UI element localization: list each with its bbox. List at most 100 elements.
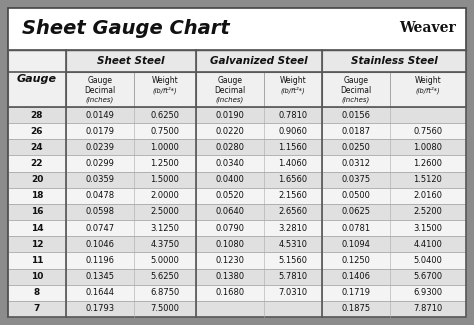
Bar [196, 204, 322, 220]
Text: 0.0359: 0.0359 [85, 175, 115, 184]
Text: Sheet Gauge Chart: Sheet Gauge Chart [22, 19, 230, 38]
Bar [8, 253, 66, 268]
Text: 4.5310: 4.5310 [279, 240, 308, 249]
Text: 0.1719: 0.1719 [341, 288, 371, 297]
Bar [8, 50, 466, 317]
Text: (lb/ft²*): (lb/ft²*) [153, 86, 177, 94]
Bar [66, 50, 196, 72]
Bar [66, 123, 196, 139]
Text: 18: 18 [31, 191, 43, 200]
Bar [8, 285, 66, 301]
Text: 0.0312: 0.0312 [341, 159, 371, 168]
Text: 1.4060: 1.4060 [279, 159, 308, 168]
Text: 0.0478: 0.0478 [85, 191, 115, 200]
Bar [66, 72, 196, 107]
Text: 0.1875: 0.1875 [341, 305, 371, 313]
Text: Gauge: Gauge [17, 73, 57, 84]
Bar [322, 236, 466, 253]
Text: 0.0340: 0.0340 [216, 159, 245, 168]
Text: 5.0000: 5.0000 [151, 256, 180, 265]
Text: 0.7560: 0.7560 [413, 127, 443, 136]
Text: 20: 20 [31, 175, 43, 184]
Bar [322, 107, 466, 123]
Text: 3.2810: 3.2810 [278, 224, 308, 233]
Text: 0.0747: 0.0747 [85, 224, 115, 233]
Text: 0.0625: 0.0625 [341, 207, 371, 216]
Text: 1.2600: 1.2600 [413, 159, 443, 168]
Bar [8, 155, 66, 172]
Text: 0.0179: 0.0179 [85, 127, 115, 136]
Bar [322, 123, 466, 139]
Text: Decimal: Decimal [340, 86, 372, 95]
Bar [66, 253, 196, 268]
Text: 2.1560: 2.1560 [279, 191, 308, 200]
Bar [196, 172, 322, 188]
Text: 2.5000: 2.5000 [151, 207, 180, 216]
Text: 14: 14 [31, 224, 43, 233]
Bar [322, 172, 466, 188]
Bar [66, 285, 196, 301]
Text: 0.1046: 0.1046 [85, 240, 115, 249]
Text: 1.5000: 1.5000 [151, 175, 180, 184]
Bar [66, 204, 196, 220]
Text: 0.7810: 0.7810 [278, 111, 308, 120]
Text: 26: 26 [31, 127, 43, 136]
Text: 0.0149: 0.0149 [86, 111, 114, 120]
Text: 0.0190: 0.0190 [216, 111, 245, 120]
Text: 1.0080: 1.0080 [413, 143, 443, 152]
Text: 8: 8 [34, 288, 40, 297]
Bar [8, 107, 66, 123]
Text: Weight: Weight [280, 76, 306, 85]
Text: 16: 16 [31, 207, 43, 216]
Text: 1.2500: 1.2500 [151, 159, 180, 168]
Text: (inches): (inches) [342, 96, 370, 103]
Text: 0.0781: 0.0781 [341, 224, 371, 233]
Text: (lb/ft²*): (lb/ft²*) [281, 86, 305, 94]
Bar [322, 268, 466, 285]
Text: 0.0280: 0.0280 [216, 143, 245, 152]
Bar [66, 236, 196, 253]
Text: 0.0598: 0.0598 [85, 207, 115, 216]
Bar [8, 139, 66, 155]
Bar [66, 139, 196, 155]
Text: 0.0299: 0.0299 [86, 159, 114, 168]
Bar [66, 220, 196, 236]
Text: 4.4100: 4.4100 [413, 240, 442, 249]
Text: 0.0500: 0.0500 [342, 191, 371, 200]
Bar [196, 253, 322, 268]
Text: 7.5000: 7.5000 [151, 305, 180, 313]
Text: 6.8750: 6.8750 [150, 288, 180, 297]
Bar [196, 107, 322, 123]
Text: 5.1560: 5.1560 [279, 256, 308, 265]
Text: Weaver: Weaver [399, 21, 456, 35]
Bar [196, 285, 322, 301]
Text: 2.5200: 2.5200 [413, 207, 442, 216]
Bar [196, 50, 322, 72]
Text: 22: 22 [31, 159, 43, 168]
Text: 0.6250: 0.6250 [151, 111, 180, 120]
Text: 4.3750: 4.3750 [150, 240, 180, 249]
Bar [8, 204, 66, 220]
Text: Decimal: Decimal [214, 86, 246, 95]
Text: 5.6700: 5.6700 [413, 272, 443, 281]
Text: (inches): (inches) [216, 96, 244, 103]
Bar [8, 172, 66, 188]
Text: Gauge: Gauge [218, 76, 243, 85]
Bar [196, 155, 322, 172]
Text: 0.0790: 0.0790 [216, 224, 245, 233]
Bar [322, 285, 466, 301]
Bar [8, 123, 66, 139]
Text: 28: 28 [31, 111, 43, 120]
Text: 7.8710: 7.8710 [413, 305, 443, 313]
Text: 0.9060: 0.9060 [279, 127, 308, 136]
Bar [196, 236, 322, 253]
Bar [322, 301, 466, 317]
Text: Decimal: Decimal [84, 86, 116, 95]
Bar [196, 301, 322, 317]
Bar [66, 268, 196, 285]
Text: 0.0187: 0.0187 [341, 127, 371, 136]
Text: 0.0375: 0.0375 [341, 175, 371, 184]
Text: 3.1250: 3.1250 [151, 224, 180, 233]
Text: 24: 24 [31, 143, 43, 152]
Bar [322, 220, 466, 236]
